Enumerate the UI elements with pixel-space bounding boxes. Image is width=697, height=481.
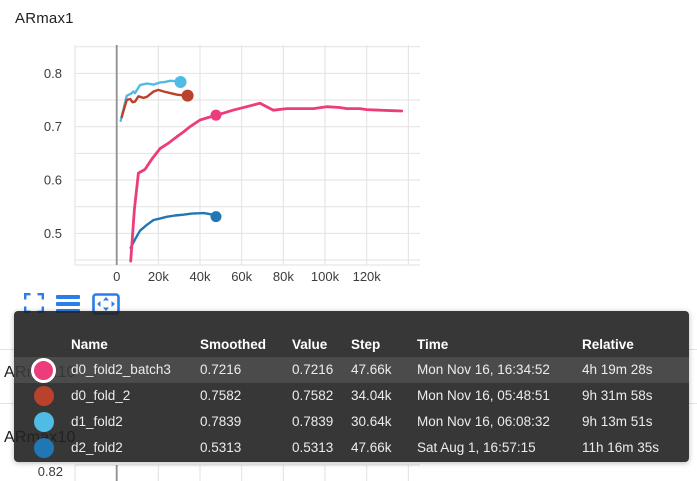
tooltip-cell-smoothed: 0.7582 [200, 388, 242, 403]
tooltip-header-step: Step [351, 337, 381, 352]
tooltip-cell-relative: 11h 16m 35s [582, 440, 660, 455]
tooltip-row: d2_fold2 0.5313 0.5313 47.66k Sat Aug 1, 16:… [14, 435, 689, 461]
next-chart-y-tick: 0.82 [37, 464, 63, 479]
tooltip-cell-name: d0_fold_2 [71, 388, 131, 403]
tooltip-cell-name: d2_fold2 [71, 440, 123, 455]
svg-text:100k: 100k [311, 269, 340, 284]
tooltip-cell-step: 47.66k [351, 440, 392, 455]
tooltip-header-relative: Relative [582, 337, 634, 352]
tooltip-cell-smoothed: 0.5313 [200, 440, 242, 455]
tooltip-cell-step: 30.64k [351, 414, 392, 429]
tooltip-row: d0_fold_2 0.7582 0.7582 34.04k Mon Nov 16, 0… [14, 383, 689, 409]
run-color-swatch [34, 438, 54, 458]
tooltip-cell-value: 0.7582 [292, 388, 334, 403]
svg-text:0.6: 0.6 [44, 173, 62, 188]
tooltip-row: d1_fold2 0.7839 0.7839 30.64k Mon Nov 16, 06… [14, 409, 689, 435]
tooltip-cell-name: d1_fold2 [71, 414, 123, 429]
tooltip-cell-time: Sat Aug 1, 16:57:15 [417, 440, 536, 455]
tooltip-header-smoothed: Smoothed [200, 337, 266, 352]
run-color-swatch [34, 386, 54, 406]
tooltip-panel: Name Smoothed Value Step Time Relative d… [14, 311, 689, 462]
tooltip-header-row: Name Smoothed Value Step Time Relative [14, 333, 689, 357]
svg-text:80k: 80k [273, 269, 294, 284]
tooltip-header-time: Time [417, 337, 449, 352]
svg-text:0.7: 0.7 [44, 119, 62, 134]
tooltip-cell-step: 47.66k [351, 362, 392, 377]
scalar-line-chart[interactable]: 0.8 0.7 0.6 0.5 0 20k 40k 60k 80k 100k 120k [0, 0, 450, 290]
svg-text:60k: 60k [231, 269, 252, 284]
tooltip-cell-smoothed: 0.7839 [200, 414, 242, 429]
next-chart-fragment [74, 464, 420, 481]
run-color-swatch [31, 358, 56, 383]
tooltip-header-name: Name [71, 337, 108, 352]
tooltip-cell-step: 34.04k [351, 388, 392, 403]
svg-text:40k: 40k [190, 269, 211, 284]
expand-icon[interactable] [24, 293, 44, 313]
tooltip-cell-value: 0.7216 [292, 362, 334, 377]
tooltip-cell-value: 0.7839 [292, 414, 334, 429]
tooltip-row: d0_fold2_batch3 0.7216 0.7216 47.66k Mon Nov… [14, 357, 689, 383]
svg-text:0.5: 0.5 [44, 226, 62, 241]
chart-title: ARmax1 [15, 10, 74, 27]
tooltip-cell-time: Mon Nov 16, 06:08:32 [417, 414, 550, 429]
tooltip-cell-relative: 9h 13m 51s [582, 414, 653, 429]
svg-text:120k: 120k [353, 269, 382, 284]
tooltip-cell-relative: 9h 31m 58s [582, 388, 653, 403]
tooltip-header-value: Value [292, 337, 328, 352]
tooltip-cell-value: 0.5313 [292, 440, 334, 455]
svg-text:0: 0 [113, 269, 120, 284]
tooltip-cell-time: Mon Nov 16, 16:34:52 [417, 362, 550, 377]
svg-text:0.8: 0.8 [44, 66, 62, 81]
svg-text:20k: 20k [148, 269, 169, 284]
run-color-swatch [34, 412, 54, 432]
tooltip-rows: d0_fold2_batch3 0.7216 0.7216 47.66k Mon Nov… [14, 357, 689, 461]
tooltip-cell-name: d0_fold2_batch3 [71, 362, 171, 377]
tooltip-cell-time: Mon Nov 16, 05:48:51 [417, 388, 550, 403]
tooltip-cell-relative: 4h 19m 28s [582, 362, 653, 377]
tooltip-cell-smoothed: 0.7216 [200, 362, 242, 377]
